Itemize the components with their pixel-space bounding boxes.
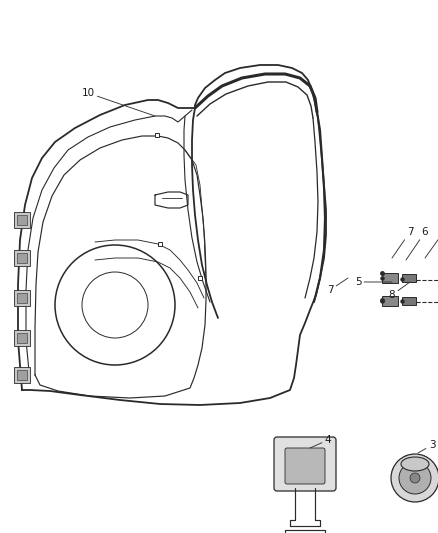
Text: 13: 13 [0, 532, 1, 533]
Bar [14, 212, 30, 228]
Circle shape [410, 473, 420, 483]
Text: 12: 12 [0, 532, 1, 533]
Text: 1: 1 [0, 532, 1, 533]
Text: 7: 7 [327, 278, 348, 295]
FancyBboxPatch shape [285, 448, 325, 484]
Text: 2: 2 [0, 532, 1, 533]
Bar [382, 296, 398, 306]
Text: 3: 3 [418, 440, 435, 453]
Circle shape [399, 462, 431, 494]
Bar [17, 333, 27, 343]
Bar [17, 215, 27, 225]
Text: 5: 5 [355, 277, 392, 287]
Text: 4: 4 [310, 435, 331, 448]
FancyBboxPatch shape [274, 437, 336, 491]
Text: 5: 5 [0, 532, 1, 533]
Bar [14, 367, 30, 383]
Bar [402, 297, 416, 305]
Bar [17, 370, 27, 380]
Bar [14, 330, 30, 346]
Text: 11: 11 [0, 532, 1, 533]
Bar [402, 274, 416, 282]
Bar [14, 250, 30, 266]
Text: 9: 9 [0, 532, 1, 533]
Text: 8: 8 [389, 282, 410, 300]
Bar [17, 253, 27, 263]
Text: 7: 7 [392, 227, 413, 258]
Ellipse shape [401, 457, 429, 471]
Bar [14, 290, 30, 306]
Bar [17, 293, 27, 303]
Text: 10: 10 [81, 88, 155, 116]
Text: 5: 5 [425, 225, 438, 258]
Bar [382, 273, 398, 283]
Circle shape [391, 454, 438, 502]
Text: 6: 6 [406, 227, 428, 260]
